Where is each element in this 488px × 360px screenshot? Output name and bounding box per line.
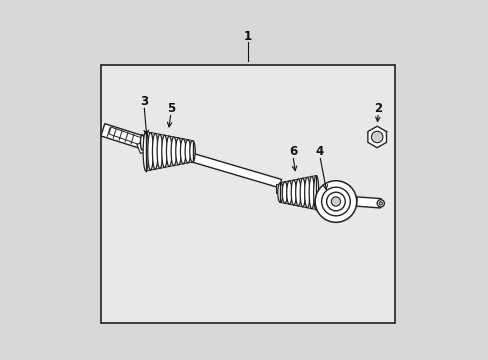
Ellipse shape (286, 181, 291, 204)
Polygon shape (367, 126, 386, 148)
Ellipse shape (147, 132, 153, 170)
Ellipse shape (291, 180, 296, 205)
Circle shape (326, 192, 345, 211)
Ellipse shape (143, 132, 148, 171)
Text: 3: 3 (140, 95, 148, 108)
Ellipse shape (171, 137, 176, 166)
Text: 4: 4 (315, 145, 323, 158)
Polygon shape (109, 127, 142, 145)
Polygon shape (276, 184, 284, 193)
Ellipse shape (184, 140, 190, 163)
Ellipse shape (162, 135, 167, 167)
Ellipse shape (166, 136, 172, 167)
Ellipse shape (295, 179, 300, 206)
Circle shape (376, 200, 384, 207)
Text: 5: 5 (166, 102, 175, 115)
Ellipse shape (157, 134, 163, 168)
Text: 2: 2 (373, 102, 382, 115)
Ellipse shape (277, 183, 283, 202)
Ellipse shape (175, 138, 181, 165)
Bar (101, 65, 394, 323)
Ellipse shape (140, 135, 144, 150)
Ellipse shape (282, 182, 287, 203)
Ellipse shape (308, 176, 314, 209)
Polygon shape (191, 154, 281, 188)
Ellipse shape (304, 177, 309, 208)
Polygon shape (356, 197, 380, 208)
Ellipse shape (189, 140, 195, 162)
Ellipse shape (152, 134, 158, 169)
Polygon shape (101, 123, 144, 148)
Circle shape (330, 197, 340, 206)
Text: 1: 1 (244, 30, 252, 43)
Ellipse shape (180, 139, 185, 164)
Ellipse shape (300, 178, 305, 207)
Circle shape (321, 187, 349, 216)
Ellipse shape (313, 176, 318, 210)
Circle shape (314, 181, 356, 222)
Polygon shape (137, 140, 151, 153)
Polygon shape (307, 192, 323, 202)
Circle shape (378, 202, 382, 205)
Circle shape (371, 131, 382, 143)
Text: 6: 6 (288, 145, 296, 158)
